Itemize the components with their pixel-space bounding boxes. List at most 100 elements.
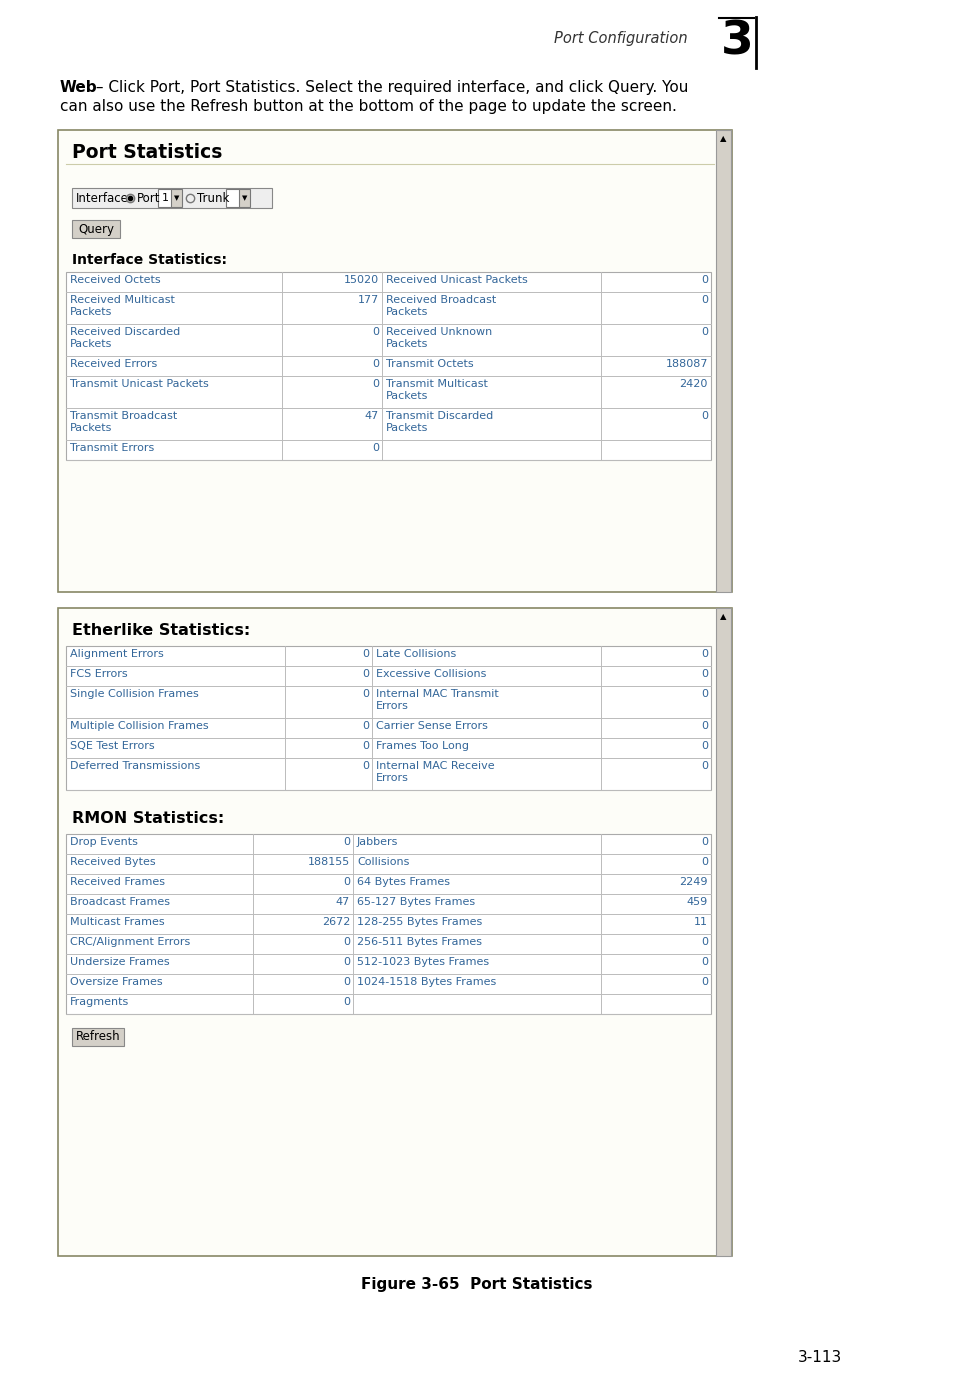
Text: 0: 0 (372, 443, 378, 452)
Text: 0: 0 (700, 688, 707, 700)
Text: Port Statistics: Port Statistics (71, 143, 222, 161)
Text: 0: 0 (343, 937, 350, 947)
FancyBboxPatch shape (716, 130, 730, 593)
Text: 128-255 Bytes Frames: 128-255 Bytes Frames (356, 917, 482, 927)
Text: Late Collisions: Late Collisions (376, 650, 456, 659)
Text: 1024-1518 Bytes Frames: 1024-1518 Bytes Frames (356, 977, 496, 987)
Text: 512-1023 Bytes Frames: 512-1023 Bytes Frames (356, 956, 489, 967)
Text: 64 Bytes Frames: 64 Bytes Frames (356, 877, 450, 887)
Text: Figure 3-65  Port Statistics: Figure 3-65 Port Statistics (361, 1277, 592, 1291)
Text: Alignment Errors: Alignment Errors (70, 650, 164, 659)
Text: 0: 0 (362, 761, 369, 770)
Text: Transmit Unicast Packets: Transmit Unicast Packets (70, 379, 209, 389)
Text: Transmit Discarded
Packets: Transmit Discarded Packets (386, 411, 493, 433)
FancyBboxPatch shape (226, 189, 244, 207)
Text: 0: 0 (700, 296, 707, 305)
Text: Oversize Frames: Oversize Frames (70, 977, 162, 987)
FancyBboxPatch shape (66, 272, 710, 459)
Text: Frames Too Long: Frames Too Long (376, 741, 469, 751)
Text: Collisions: Collisions (356, 856, 409, 868)
Text: Multiple Collision Frames: Multiple Collision Frames (70, 720, 209, 731)
FancyBboxPatch shape (71, 1029, 124, 1047)
Text: 0: 0 (700, 328, 707, 337)
Text: SQE Test Errors: SQE Test Errors (70, 741, 154, 751)
Text: 0: 0 (700, 650, 707, 659)
Text: Received Unicast Packets: Received Unicast Packets (386, 275, 527, 285)
FancyBboxPatch shape (66, 834, 710, 1015)
FancyBboxPatch shape (171, 189, 182, 207)
Text: Fragments: Fragments (70, 997, 129, 1008)
Text: RMON Statistics:: RMON Statistics: (71, 811, 224, 826)
Text: Deferred Transmissions: Deferred Transmissions (70, 761, 200, 770)
Text: Port: Port (137, 192, 160, 204)
Text: Trunk: Trunk (196, 192, 229, 204)
FancyBboxPatch shape (716, 608, 730, 1256)
Text: 177: 177 (357, 296, 378, 305)
Text: 0: 0 (372, 359, 378, 369)
Text: Single Collision Frames: Single Collision Frames (70, 688, 198, 700)
Text: 0: 0 (362, 650, 369, 659)
Text: Received Bytes: Received Bytes (70, 856, 155, 868)
FancyBboxPatch shape (58, 608, 731, 1256)
Text: Etherlike Statistics:: Etherlike Statistics: (71, 622, 250, 637)
Text: 0: 0 (343, 956, 350, 967)
Text: 0: 0 (700, 411, 707, 421)
Text: 0: 0 (700, 856, 707, 868)
Text: can also use the Refresh button at the bottom of the page to update the screen.: can also use the Refresh button at the b… (60, 99, 677, 114)
Text: 3: 3 (720, 19, 753, 64)
Text: 0: 0 (700, 837, 707, 847)
Text: Undersize Frames: Undersize Frames (70, 956, 170, 967)
FancyBboxPatch shape (239, 189, 250, 207)
Text: Transmit Multicast
Packets: Transmit Multicast Packets (386, 379, 487, 401)
Text: ▲: ▲ (720, 612, 726, 622)
Text: Received Unknown
Packets: Received Unknown Packets (386, 328, 492, 348)
Text: FCS Errors: FCS Errors (70, 669, 128, 679)
Text: 1: 1 (162, 193, 169, 203)
FancyBboxPatch shape (66, 645, 710, 790)
Text: Jabbers: Jabbers (356, 837, 398, 847)
FancyBboxPatch shape (71, 187, 272, 208)
Text: 0: 0 (372, 328, 378, 337)
Text: Received Frames: Received Frames (70, 877, 165, 887)
FancyBboxPatch shape (71, 221, 120, 237)
Text: Internal MAC Transmit
Errors: Internal MAC Transmit Errors (376, 688, 498, 711)
Text: Transmit Errors: Transmit Errors (70, 443, 154, 452)
Text: Received Broadcast
Packets: Received Broadcast Packets (386, 296, 496, 316)
Text: 65-127 Bytes Frames: 65-127 Bytes Frames (356, 897, 475, 906)
Text: – Click Port, Port Statistics. Select the required interface, and click Query. Y: – Click Port, Port Statistics. Select th… (91, 81, 688, 94)
Text: 0: 0 (700, 720, 707, 731)
Text: 3-113: 3-113 (797, 1351, 841, 1366)
Text: Multicast Frames: Multicast Frames (70, 917, 165, 927)
Text: Received Multicast
Packets: Received Multicast Packets (70, 296, 174, 316)
Text: 2672: 2672 (321, 917, 350, 927)
Text: Transmit Octets: Transmit Octets (386, 359, 474, 369)
Text: Transmit Broadcast
Packets: Transmit Broadcast Packets (70, 411, 177, 433)
Text: 0: 0 (362, 688, 369, 700)
Text: Web: Web (60, 81, 97, 94)
Text: CRC/Alignment Errors: CRC/Alignment Errors (70, 937, 190, 947)
Text: 15020: 15020 (344, 275, 378, 285)
FancyBboxPatch shape (58, 130, 731, 593)
Text: 0: 0 (362, 669, 369, 679)
Text: 0: 0 (700, 741, 707, 751)
Text: Received Octets: Received Octets (70, 275, 160, 285)
Text: 11: 11 (693, 917, 707, 927)
Text: 188087: 188087 (665, 359, 707, 369)
Text: Query: Query (78, 222, 113, 236)
Text: Broadcast Frames: Broadcast Frames (70, 897, 170, 906)
FancyBboxPatch shape (158, 189, 175, 207)
Text: 256-511 Bytes Frames: 256-511 Bytes Frames (356, 937, 481, 947)
Text: Received Errors: Received Errors (70, 359, 157, 369)
Text: 0: 0 (362, 741, 369, 751)
Text: 0: 0 (343, 997, 350, 1008)
Text: 0: 0 (700, 275, 707, 285)
Text: 0: 0 (700, 977, 707, 987)
Text: 188155: 188155 (308, 856, 350, 868)
Text: 47: 47 (364, 411, 378, 421)
Text: 0: 0 (700, 956, 707, 967)
Text: 459: 459 (686, 897, 707, 906)
Text: 47: 47 (335, 897, 350, 906)
Text: ▼: ▼ (173, 194, 179, 201)
Text: 0: 0 (700, 761, 707, 770)
Text: Interface Statistics:: Interface Statistics: (71, 253, 227, 266)
